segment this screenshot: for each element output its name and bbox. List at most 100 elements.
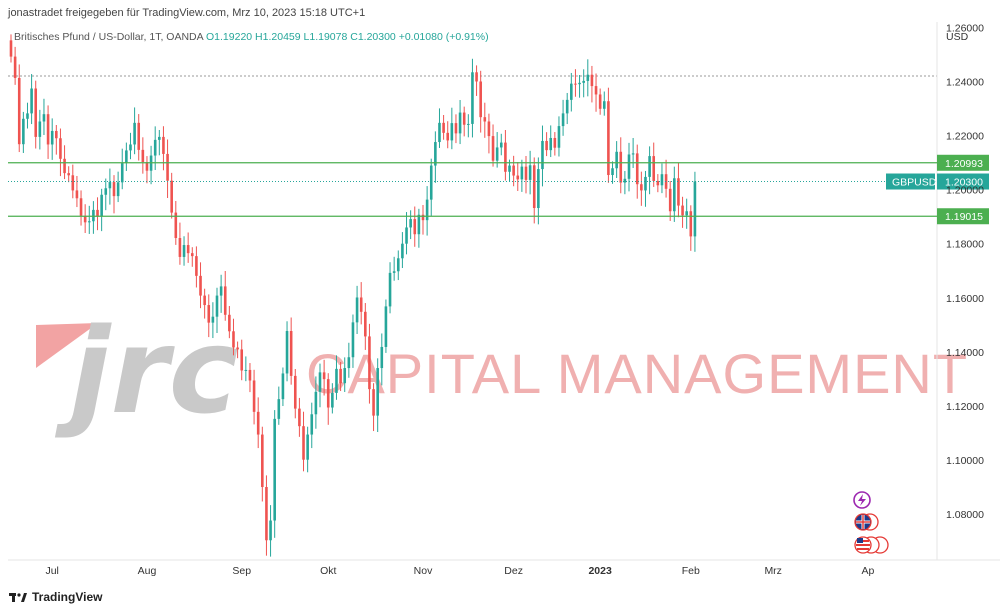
levels-group: 1.20993 1.19015 GBPUSD 1.20300 xyxy=(8,154,989,225)
us-flag-icon[interactable] xyxy=(854,536,889,554)
price-tick-label: 1.12000 xyxy=(946,401,984,413)
candle-body xyxy=(314,391,318,415)
candles-group xyxy=(9,34,697,557)
uk-flag-icon[interactable] xyxy=(854,513,879,531)
candle-body xyxy=(475,72,478,82)
candle-body xyxy=(75,190,79,199)
candle-body xyxy=(67,173,70,176)
time-axis: Jul Aug Sep Okt Nov Dez 2023 Feb Mrz Ap xyxy=(45,565,874,577)
candle-body xyxy=(22,118,25,145)
candle-body xyxy=(462,112,466,125)
price-tick-label: 1.16000 xyxy=(946,293,984,305)
candle-body xyxy=(491,136,495,161)
candle-body xyxy=(442,122,445,133)
candle-body xyxy=(467,123,470,125)
candle-body xyxy=(615,151,618,169)
candle-body xyxy=(195,256,198,276)
candle-body xyxy=(137,122,141,150)
time-tick-label: Okt xyxy=(320,565,336,577)
candle-body xyxy=(541,140,544,170)
candle-body xyxy=(59,138,62,159)
candle-body xyxy=(648,156,651,177)
candle-body xyxy=(293,375,297,409)
candle-body xyxy=(479,81,482,118)
candle-body xyxy=(372,389,375,416)
tradingview-brand[interactable]: TradingView xyxy=(32,590,103,604)
candle-body xyxy=(631,153,635,155)
ohlc-close: C1.20300 xyxy=(350,31,396,43)
candle-body xyxy=(170,180,173,213)
candle-body xyxy=(524,166,528,180)
candle-body xyxy=(46,114,50,145)
candle-body xyxy=(471,72,474,124)
candle-body xyxy=(162,136,165,154)
candle-body xyxy=(190,253,194,257)
candle-body xyxy=(623,178,627,183)
candle-body xyxy=(376,368,379,416)
candle-body xyxy=(438,122,441,143)
symbol-tag xyxy=(886,173,935,190)
candle-body xyxy=(79,198,83,216)
candle-body xyxy=(186,245,190,254)
candle-body xyxy=(537,169,540,209)
candle-body xyxy=(199,275,202,296)
candle-body xyxy=(219,286,223,296)
candle-body xyxy=(458,112,462,134)
candle-body xyxy=(178,238,182,257)
price-tick-label: 1.14000 xyxy=(946,347,984,359)
candle-body xyxy=(664,174,668,189)
candle-body xyxy=(145,162,149,171)
candle-body xyxy=(30,88,33,114)
candle-body xyxy=(13,56,17,78)
candle-body xyxy=(499,142,503,148)
candle-body xyxy=(87,221,91,223)
candle-body xyxy=(570,83,573,100)
currency-label: USD xyxy=(946,31,969,43)
candle-body xyxy=(265,487,268,541)
candle-body xyxy=(215,295,219,317)
candle-body xyxy=(318,372,322,392)
candle-body xyxy=(236,347,239,350)
candle-body xyxy=(483,117,487,122)
candle-body xyxy=(487,121,491,137)
attribution-text: jonastradet freigegeben für TradingView.… xyxy=(8,7,366,19)
candle-body xyxy=(256,411,260,435)
candle-body xyxy=(302,426,305,460)
time-tick-label: Jul xyxy=(45,565,58,577)
candle-body xyxy=(240,349,244,371)
candle-body xyxy=(335,368,338,393)
candle-body xyxy=(495,147,499,161)
candle-body xyxy=(285,331,289,374)
candle-body xyxy=(166,153,169,181)
candle-body xyxy=(582,80,585,83)
candle-body xyxy=(685,211,688,216)
candle-body xyxy=(409,219,412,228)
candle-body xyxy=(125,150,128,164)
price-tick-label: 1.18000 xyxy=(946,239,984,251)
level-price-tag xyxy=(937,208,989,225)
ohlc-low: L1.19078 xyxy=(303,31,348,43)
candle-body xyxy=(673,178,676,212)
candle-body xyxy=(392,271,396,273)
candle-body xyxy=(561,113,565,127)
candle-body xyxy=(331,392,334,408)
candle-body xyxy=(326,379,330,408)
time-tick-label: Aug xyxy=(138,565,157,577)
candle-body xyxy=(351,322,355,358)
candle-body xyxy=(380,346,384,369)
candle-body xyxy=(153,139,157,156)
candle-body xyxy=(158,136,161,140)
candle-body xyxy=(557,126,561,148)
candle-body xyxy=(63,158,66,174)
candle-body xyxy=(174,212,178,239)
candle-body xyxy=(504,142,507,172)
candle-body xyxy=(598,94,602,109)
candle-body xyxy=(574,83,577,85)
candle-body xyxy=(417,214,421,235)
time-tick-label: Sep xyxy=(232,565,251,577)
candle-body xyxy=(9,40,13,57)
candle-body xyxy=(553,137,557,148)
time-tick-label: Nov xyxy=(414,565,433,577)
candle-body xyxy=(532,165,536,209)
